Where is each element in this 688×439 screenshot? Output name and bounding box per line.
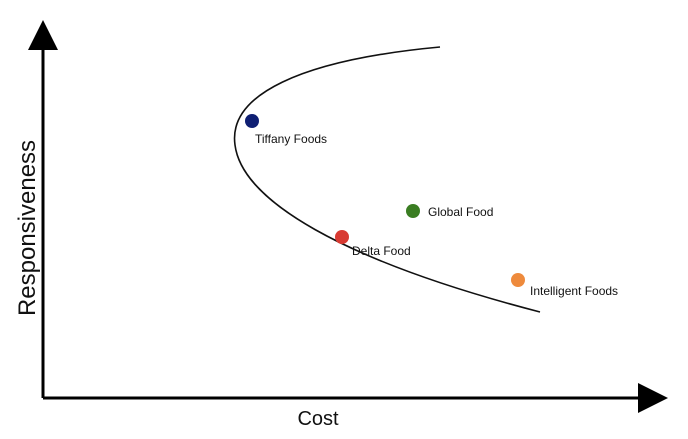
intelligent-foods-point [511,273,525,287]
global-food-label: Global Food [428,205,493,219]
tiffany-foods-point [245,114,259,128]
y-axis-title: Responsiveness [14,140,41,316]
delta-food-label: Delta Food [352,244,411,258]
frontier-curve [233,46,541,313]
x-axis-title: Cost [297,408,339,430]
global-food-point [406,204,420,218]
intelligent-foods-label: Intelligent Foods [530,284,618,298]
tiffany-foods-label: Tiffany Foods [255,132,327,146]
delta-food-point [335,230,349,244]
